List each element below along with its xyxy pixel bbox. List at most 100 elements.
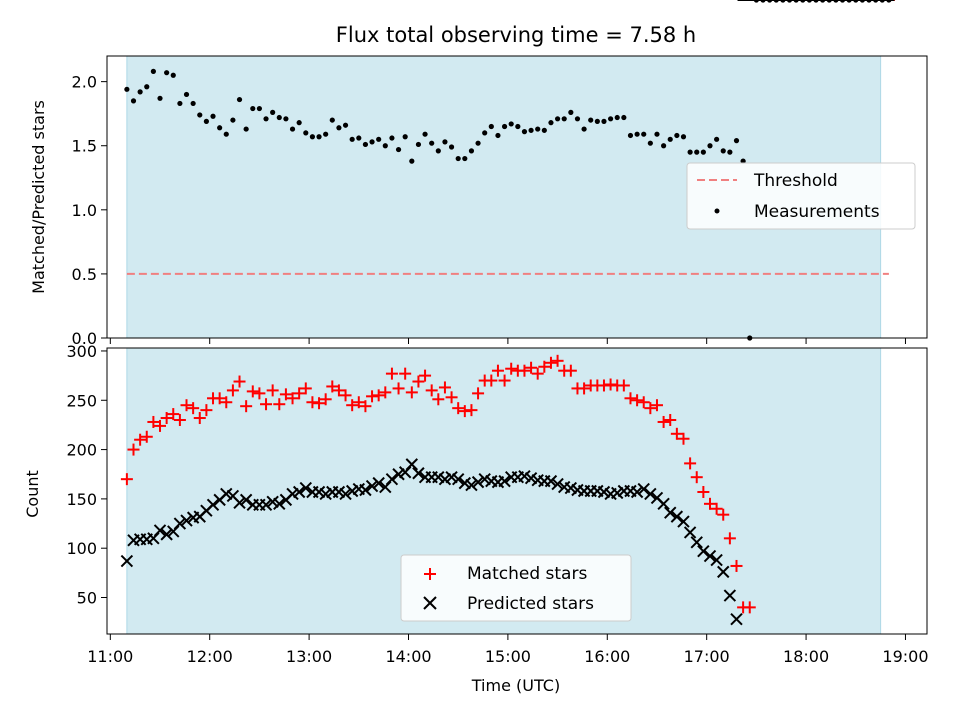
predicted-stars-series [120, 0, 895, 626]
x-stroke-b [723, 589, 737, 602]
measurement-point [415, 141, 422, 148]
bottom-y-ticks: 50 100 150 200 250 300 [66, 342, 107, 608]
measurement-point [183, 91, 190, 98]
predicted-star-point [703, 549, 717, 563]
matched-star-point [352, 396, 365, 409]
measurement-point [448, 144, 455, 150]
predicted-star-point [153, 524, 167, 537]
x-stroke-b [451, 472, 465, 486]
matched-star-point [438, 381, 451, 394]
bottom-legend: Matched stars Predicted stars [400, 554, 632, 622]
count-panel: 50 100 150 200 250 300 11:00 12:00 13:00 14:00 15… [23, 0, 929, 695]
measurement-point [276, 114, 282, 121]
matched-star-point [372, 389, 385, 402]
measurement-point [720, 148, 726, 154]
x-tick-label: 12:00 [187, 647, 233, 666]
matched-star-point [246, 385, 259, 398]
bottom-x-ticks: 11:00 12:00 13:00 14:00 15:00 16:00 17:00 18:00… [87, 634, 929, 666]
matched-star-point [491, 364, 504, 377]
measurement-point [369, 139, 375, 145]
measurement-point [634, 131, 640, 137]
predicted-star-point [471, 475, 485, 489]
x-stroke-b [551, 477, 564, 491]
x-stroke-b [524, 471, 538, 485]
predicted-star-point [690, 536, 703, 549]
x-tick-label: 17:00 [684, 647, 730, 666]
measurement-point [124, 86, 130, 92]
measurement-point [468, 148, 475, 154]
measurement-point [190, 100, 196, 107]
top-legend: Threshold Measurements [686, 162, 916, 230]
x-stroke-b [372, 476, 385, 490]
matched-star-point [505, 362, 518, 375]
x-stroke-b [352, 482, 366, 496]
x-stroke-b [591, 484, 604, 498]
x-stroke-b [153, 524, 167, 537]
x-stroke-b [670, 510, 684, 523]
x-stroke-b [312, 485, 326, 499]
x-stroke-b [385, 472, 399, 486]
measurement-point [382, 143, 388, 149]
measurement-point [177, 100, 183, 107]
matched-star-point [472, 387, 485, 400]
matched-star-point [525, 361, 538, 374]
measurement-point [435, 148, 441, 154]
measurement-point [217, 125, 223, 131]
matched-star-point [664, 413, 677, 426]
matched-star-point [233, 375, 246, 388]
matched-star-point [293, 387, 306, 400]
y-tick-label: 1.5 [72, 137, 97, 156]
y-tick-label: 1.0 [72, 201, 97, 220]
measurement-point [164, 70, 170, 76]
measurement-point [654, 131, 660, 137]
matched-star-point [703, 497, 716, 510]
x-stroke-b [339, 487, 352, 501]
predicted-star-point [710, 553, 723, 567]
measurement-point [376, 136, 382, 142]
predicted-star-point [657, 497, 670, 511]
y-tick-label: 250 [66, 391, 97, 410]
x-tick-label: 18:00 [783, 647, 829, 666]
x-stroke-b [160, 528, 173, 541]
predicted-star-point [299, 481, 312, 495]
matched-star-point [266, 384, 279, 397]
x-stroke-b [637, 482, 650, 496]
matched-legend-swatch [424, 568, 436, 580]
measurement-point [409, 158, 415, 164]
measurement-point [535, 126, 541, 132]
y-tick-label: 0.0 [72, 329, 97, 348]
x-stroke-b [359, 483, 372, 497]
y-tick-label: 50 [77, 589, 97, 608]
matched-star-point [723, 532, 736, 545]
x-stroke-b [405, 458, 419, 471]
measurement-point [316, 134, 322, 140]
measurement-point [422, 131, 428, 137]
measurement-point [601, 118, 607, 124]
matched-star-point [650, 399, 663, 412]
legend-measurements-label: Measurements [754, 202, 880, 222]
x-stroke-b [564, 481, 578, 495]
predicted-star-point [544, 474, 558, 488]
x-stroke-b [220, 487, 233, 501]
top-y-axis-label: Matched/Predicted stars [29, 100, 48, 294]
x-axis-label: Time (UTC) [471, 676, 560, 695]
measurement-point [581, 126, 587, 132]
predicted-star-point [173, 517, 187, 530]
measurement-point [144, 84, 150, 90]
measurement-point [694, 149, 700, 155]
x-stroke-b [498, 474, 511, 488]
measurement-point [150, 68, 156, 74]
matched-star-point [399, 367, 412, 380]
predicted-legend-swatch [423, 596, 437, 610]
measurement-point [137, 89, 143, 95]
y-tick-label: 200 [66, 441, 97, 460]
measurement-point [687, 149, 693, 155]
matched-star-point [637, 396, 650, 409]
matched-star-point [551, 354, 564, 367]
measurement-point [594, 118, 600, 124]
measurement-point [614, 114, 620, 121]
matched-star-point [253, 387, 266, 400]
x-stroke-b [239, 493, 253, 507]
matched-star-point [498, 374, 511, 387]
